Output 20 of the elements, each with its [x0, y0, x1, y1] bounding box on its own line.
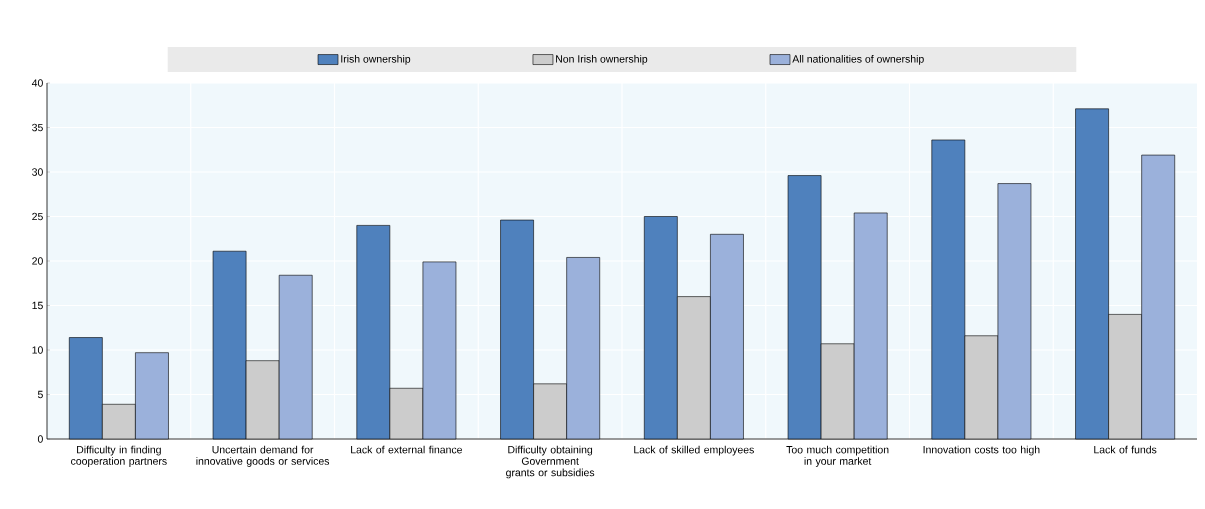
y-tick-label: 10 — [32, 346, 43, 354]
x-tick-label: Difficulty obtaining Government grants or subsidies — [506, 445, 595, 479]
x-tick-label: Difficulty in finding cooperation partners — [71, 445, 167, 467]
legend-label: All nationalities of ownership — [792, 54, 924, 65]
y-tick-label: 20 — [32, 257, 43, 265]
y-tick-label: 30 — [32, 168, 43, 176]
legend-label: Non Irish ownership — [556, 54, 648, 65]
x-tick-label: Lack of external finance — [351, 445, 462, 454]
x-tick-label: Lack of skilled employees — [634, 445, 754, 456]
x-tick-label: Innovation costs too high — [923, 445, 1040, 456]
y-tick-label: 40 — [31, 79, 43, 87]
y-tick-label: 25 — [32, 212, 43, 221]
y-tick-label: 35 — [32, 123, 43, 132]
x-tick-label: Lack of funds — [1094, 445, 1157, 454]
x-tick-label: Uncertain demand for innovative goods or services — [196, 445, 330, 467]
y-tick-label: 15 — [32, 301, 43, 310]
legend-label: Irish ownership — [341, 54, 411, 65]
y-tick-label: 5 — [37, 390, 43, 399]
x-tick-label: Too much competition in your market — [786, 445, 889, 467]
y-tick-label: 0 — [37, 435, 43, 443]
